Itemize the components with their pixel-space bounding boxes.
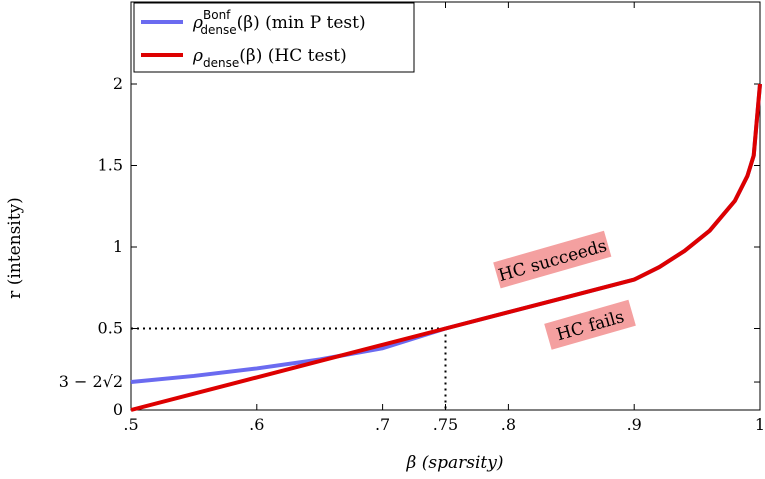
series-lines xyxy=(130,83,762,412)
annotation-background xyxy=(544,299,636,350)
y-tick-label: 1 xyxy=(113,237,123,256)
y-tick-label: 0.5 xyxy=(98,319,123,338)
x-tick-label: .7 xyxy=(375,415,390,434)
annotation-hc-succeeds: HC succeeds xyxy=(493,230,612,289)
legend-entry: ρBonf dense(β) (min P test) xyxy=(192,8,366,37)
axes: .5 .6 .7 .75 .8 .9 1 0 3 − 2√2 0.5 1 1.5 2 xyxy=(59,1,765,434)
x-tick-label: .9 xyxy=(627,415,642,434)
x-axis-label: β (sparsity) xyxy=(406,453,504,473)
legend: ρBonf dense(β) (min P test) ρdense(β) (HC … xyxy=(133,2,415,73)
annotation-background xyxy=(493,230,612,289)
y-tick-label: 3 − 2√2 xyxy=(59,372,123,391)
x-tick-label: .6 xyxy=(249,415,264,434)
y-tick-label: 2 xyxy=(113,74,123,93)
series-line-hc xyxy=(130,83,762,412)
x-tick-label: 1 xyxy=(755,415,765,434)
x-tick-label: .5 xyxy=(123,415,138,434)
y-tick-label: 1.5 xyxy=(98,156,123,175)
x-tick-label: .8 xyxy=(501,415,516,434)
x-tick-label: .75 xyxy=(433,415,458,434)
legend-entry: ρdense(β) (HC test) xyxy=(192,46,347,70)
annotations: HC succeeds HC fails xyxy=(493,230,636,350)
y-axis-label: r (intensity) xyxy=(5,197,25,299)
series-line-bonf xyxy=(130,83,762,384)
reference-lines xyxy=(131,327,447,410)
y-tick-label: 0 xyxy=(113,400,123,419)
annotation-hc-fails: HC fails xyxy=(544,299,636,350)
legend-box xyxy=(133,2,415,73)
